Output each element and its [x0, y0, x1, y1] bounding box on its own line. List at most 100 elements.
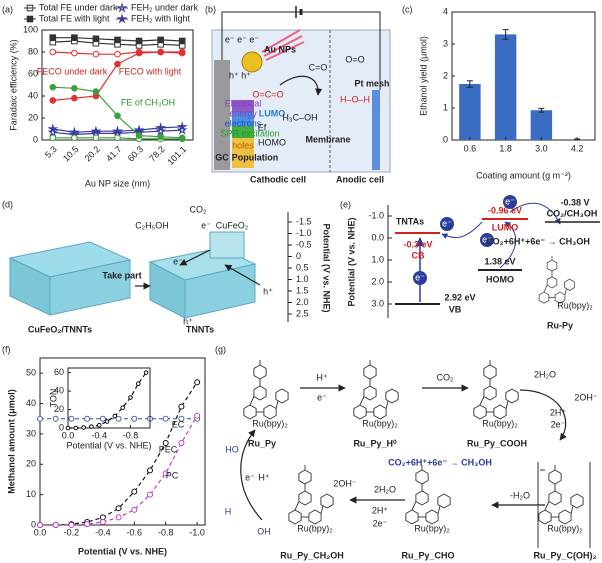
marker	[143, 370, 149, 375]
y-tick-label: 100	[23, 24, 38, 34]
x-tick-label: -0.4	[91, 430, 107, 440]
panel-e-drawing	[387, 195, 600, 318]
marker	[71, 85, 78, 92]
label: -0.38 V	[560, 197, 589, 207]
axis-tick-label: -1.0	[368, 210, 384, 220]
axis-tick-label: 0.0	[371, 232, 384, 242]
y-axis-label: Methanol amount (μmol)	[6, 389, 16, 494]
y-axis-label: Ethanol yield (μmol)	[418, 36, 428, 116]
marker	[47, 123, 59, 134]
x-axis-label: Potential (V vs. NHE)	[78, 546, 167, 556]
y-tick-label: 10	[26, 489, 36, 499]
marker	[115, 514, 122, 521]
marker	[176, 121, 188, 132]
marker	[89, 424, 94, 429]
label: Ru_Py_C(OH)₂	[533, 550, 596, 560]
marker	[178, 403, 185, 410]
plot-frame	[67, 367, 151, 429]
axis-tick-label: 1.0	[296, 274, 309, 284]
complex-label: Ru(bpy)₂	[252, 418, 288, 428]
marker	[73, 425, 79, 431]
label: h⁺	[183, 316, 193, 326]
label: CO₂+6H⁺+6e⁻ → CH₃OH	[388, 457, 492, 467]
y-tick-label: 40	[26, 398, 36, 408]
annotation: FE of CH₃OH	[121, 97, 175, 107]
label: TNNTs	[186, 324, 214, 334]
series-line	[40, 381, 198, 526]
y-tick-label: 40	[28, 90, 38, 100]
marker	[131, 506, 138, 513]
label: e⁻ e⁻ e⁻	[225, 34, 260, 44]
marker	[162, 470, 169, 477]
marker	[162, 415, 169, 422]
series-line	[68, 372, 147, 429]
label: e⁻	[245, 472, 255, 482]
marker	[99, 415, 106, 422]
label: Anodic cell	[336, 174, 384, 184]
label: CB	[412, 250, 425, 260]
marker	[92, 50, 100, 58]
marker	[71, 134, 78, 142]
legend-label: Total FE under dark	[39, 2, 118, 12]
marker	[49, 48, 57, 56]
label: 2H₂O	[374, 484, 396, 494]
label: Ru_Py_H⁰	[353, 438, 397, 448]
panel-g-drawing	[240, 359, 591, 548]
y-tick-label: 50	[26, 368, 36, 378]
y-tick-label: 20	[26, 459, 36, 469]
panel-b-drawing	[211, 6, 391, 173]
label: CO₂/CH₃OH	[547, 208, 598, 218]
label: e⁻	[173, 256, 183, 266]
label: Au NPs	[264, 44, 296, 54]
x-axis-label: Coating amount (g m⁻²)	[476, 170, 571, 180]
label: 1.38 eV	[484, 256, 515, 266]
marker	[114, 36, 121, 44]
axis-tick-label: -1.0	[296, 228, 312, 238]
marker	[65, 425, 71, 431]
label: Take part	[102, 270, 141, 280]
x-tick-label: 0.0	[62, 430, 75, 440]
marker	[71, 94, 78, 102]
marker	[96, 422, 102, 428]
label: h⁺	[263, 286, 273, 296]
axis-label: Potential (V vs. NHE)	[346, 217, 356, 306]
label: Electrical	[225, 98, 262, 108]
y-tick-label: 60	[54, 367, 64, 377]
complex-label: Ru(bpy)₂	[362, 418, 398, 428]
axis-tick-label: 1.5	[296, 285, 309, 295]
marker	[49, 34, 57, 42]
axis-tick-label: 3.0	[371, 298, 384, 308]
label: LUMO	[492, 222, 519, 232]
y-tick-label: 60	[28, 68, 38, 78]
axis-tick-label: 2.5	[296, 308, 309, 318]
label: holes	[232, 140, 254, 150]
label: C₂H₅OH	[135, 220, 169, 230]
y-tick-label: 20	[54, 404, 64, 414]
label: e⁻	[505, 196, 515, 206]
label: -0.96 eV	[488, 205, 522, 215]
label: SPR excitation	[220, 128, 279, 138]
label: HOMO	[486, 274, 514, 284]
marker	[135, 49, 143, 57]
marker	[84, 521, 91, 528]
y-tick-label: 0	[31, 519, 36, 529]
label: LUMO	[259, 108, 286, 118]
label: Ru(bpy)₂	[557, 300, 593, 310]
legend-label: FEH₂ under dark	[131, 2, 199, 12]
label: VB	[449, 304, 462, 314]
error-bar	[502, 29, 509, 40]
marker	[162, 440, 169, 447]
marker	[157, 36, 164, 44]
label: Ru_Py	[248, 438, 276, 448]
label: H	[225, 506, 232, 516]
marker	[178, 134, 186, 142]
y-tick-label: 40	[54, 385, 64, 395]
y-axis-label: Faradaic efficiency (%)	[8, 39, 18, 130]
marker	[131, 488, 138, 495]
panel-label: (e)	[340, 199, 351, 209]
axis-tick-label: -1.5	[296, 216, 312, 226]
marker	[147, 491, 153, 498]
marker	[135, 381, 141, 386]
bar	[459, 84, 481, 140]
label: 2H₂O	[534, 369, 556, 379]
